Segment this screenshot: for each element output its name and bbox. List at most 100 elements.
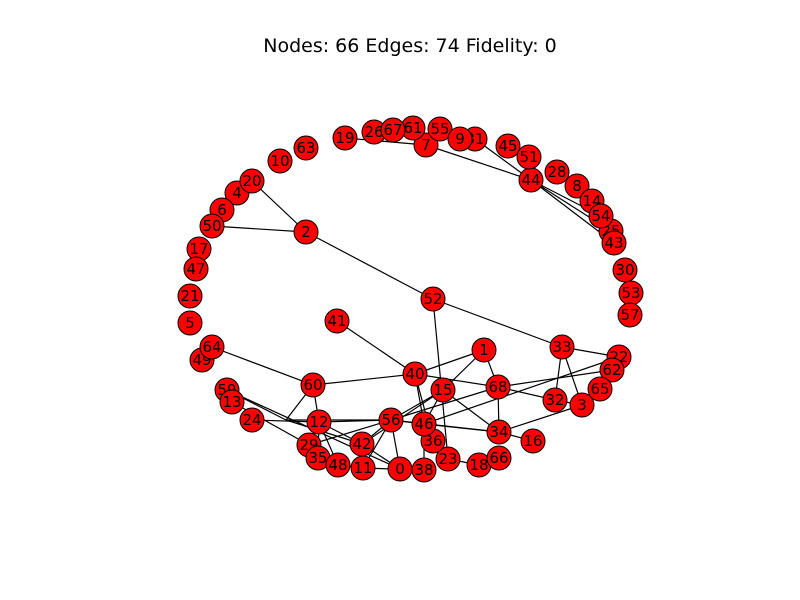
- node-circle: [485, 374, 511, 400]
- node-54: 54: [588, 203, 614, 229]
- node-circle: [486, 445, 512, 471]
- node-label: 10: [270, 152, 289, 170]
- node-33: 33: [549, 334, 575, 360]
- node-56: 56: [378, 407, 404, 433]
- node-label: 67: [383, 121, 402, 139]
- edge-34-3: [498, 404, 583, 433]
- node-circle: [177, 310, 203, 336]
- chart-title: Nodes: 66 Edges: 74 Fidelity: 0: [263, 35, 557, 57]
- node-circle: [588, 203, 614, 229]
- node-label: 36: [423, 432, 442, 450]
- node-28: 28: [544, 159, 570, 185]
- node-label: 5: [185, 314, 195, 332]
- node-label: 7: [421, 136, 431, 154]
- node-circle: [599, 357, 625, 383]
- node-circle: [495, 133, 521, 159]
- node-label: 56: [381, 411, 400, 429]
- node-circle: [402, 361, 428, 387]
- node-50: 50: [199, 213, 225, 239]
- node-32: 32: [542, 387, 568, 413]
- node-label: 41: [327, 312, 346, 330]
- node-label: 15: [433, 381, 452, 399]
- node-48: 48: [325, 452, 351, 478]
- node-label: 2: [301, 223, 311, 241]
- edge-68-56: [390, 386, 499, 421]
- node-label: 28: [547, 163, 566, 181]
- node-label: 8: [572, 177, 582, 195]
- node-63: 63: [293, 135, 319, 161]
- node-circle: [542, 387, 568, 413]
- node-circle: [601, 230, 627, 256]
- node-label: 23: [438, 450, 457, 468]
- node-circle: [549, 334, 575, 360]
- node-label: 38: [414, 461, 433, 479]
- node-label: 26: [364, 123, 383, 141]
- node-42: 42: [349, 431, 375, 457]
- node-label: 35: [308, 449, 327, 467]
- node-circle: [325, 452, 351, 478]
- node-circle: [177, 283, 203, 309]
- node-label: 1: [479, 341, 489, 359]
- node-label: 42: [352, 435, 371, 453]
- node-label: 17: [189, 240, 208, 258]
- edge-41-40: [336, 320, 416, 375]
- edge-50-2: [211, 225, 307, 233]
- node-label: 13: [222, 393, 241, 411]
- node-51: 51: [516, 144, 542, 170]
- node-24: 24: [239, 407, 265, 433]
- node-label: 55: [430, 120, 449, 138]
- node-label: 32: [545, 391, 564, 409]
- node-label: 54: [591, 207, 610, 225]
- node-circle: [324, 308, 350, 334]
- node-53: 53: [618, 280, 644, 306]
- node-label: 45: [498, 137, 517, 155]
- node-circle: [199, 334, 225, 360]
- node-label: 30: [615, 261, 634, 279]
- node-label: 62: [602, 361, 621, 379]
- node-label: 4: [232, 184, 242, 202]
- node-circle: [183, 256, 209, 282]
- node-label: 9: [455, 130, 465, 148]
- node-circle: [239, 407, 265, 433]
- node-52: 52: [420, 286, 446, 312]
- node-41: 41: [324, 308, 350, 334]
- node-30: 30: [612, 257, 638, 283]
- edge-7-44: [425, 144, 532, 181]
- edge-29-56: [308, 419, 392, 446]
- node-circle: [300, 372, 326, 398]
- node-44: 44: [518, 167, 544, 193]
- node-label: 3: [577, 396, 587, 414]
- node-label: 6: [217, 201, 227, 219]
- node-circle: [380, 117, 406, 143]
- node-circle: [293, 135, 319, 161]
- node-12: 12: [306, 409, 332, 435]
- node-label: 65: [590, 380, 609, 398]
- node-17: 17: [186, 236, 212, 262]
- edge-2-52: [305, 231, 434, 300]
- node-circle: [447, 126, 473, 152]
- node-circle: [239, 168, 265, 194]
- node-circle: [420, 286, 446, 312]
- node-23: 23: [435, 446, 461, 472]
- edge-64-60: [211, 346, 314, 386]
- node-circle: [520, 428, 546, 454]
- node-45: 45: [495, 133, 521, 159]
- node-7: 7: [413, 132, 439, 158]
- edge-13-29: [231, 401, 310, 446]
- node-label: 18: [469, 456, 488, 474]
- node-40: 40: [402, 361, 428, 387]
- node-circle: [332, 125, 358, 151]
- node-label: 21: [180, 287, 199, 305]
- node-label: 50: [202, 217, 221, 235]
- node-label: 48: [328, 456, 347, 474]
- edge-52-33: [432, 298, 563, 348]
- node-label: 47: [186, 260, 205, 278]
- node-label: 61: [403, 119, 422, 137]
- edge-46-34: [423, 423, 500, 433]
- node-16: 16: [520, 428, 546, 454]
- edge-60-40: [312, 373, 416, 386]
- node-18: 18: [466, 452, 492, 478]
- node-label: 24: [242, 411, 261, 429]
- node-circle: [293, 219, 319, 245]
- node-circle: [378, 407, 404, 433]
